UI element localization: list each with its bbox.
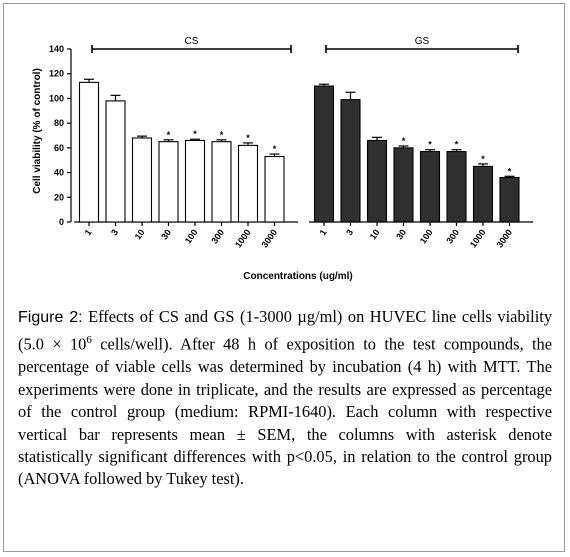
x-tick-label: 30 xyxy=(159,227,173,241)
y-tick-label: 140 xyxy=(49,44,64,54)
x-tick-label: 10 xyxy=(368,227,382,241)
group-label: CS xyxy=(185,36,199,47)
caption-text-1: Effects of CS and GS (1-3000 µg/ml) on H… xyxy=(18,307,553,354)
x-tick-label: 300 xyxy=(444,227,461,245)
x-tick-label: 30 xyxy=(394,227,408,241)
x-tick-label: 1 xyxy=(318,227,329,237)
bar xyxy=(264,155,285,223)
significance-asterisk: * xyxy=(508,166,512,176)
group-cs: CS 1 3 10 * 30 * 100 * 300 * 1000 * 3000 xyxy=(74,36,298,250)
bar xyxy=(313,85,335,223)
bar xyxy=(211,141,232,223)
y-tick-label: 40 xyxy=(54,168,64,178)
significance-asterisk: * xyxy=(481,154,485,164)
significance-asterisk: * xyxy=(428,140,432,150)
y-tick-label: 100 xyxy=(49,93,64,103)
bar xyxy=(105,100,126,223)
significance-asterisk: * xyxy=(455,140,459,150)
bar xyxy=(366,139,388,223)
significance-asterisk: * xyxy=(220,130,224,140)
x-tick-label: 100 xyxy=(183,227,200,245)
x-tick-label: 100 xyxy=(418,227,435,245)
caption-label: Figure 2: xyxy=(18,309,83,326)
bar xyxy=(237,144,259,223)
bar xyxy=(393,147,414,223)
x-tick-label: 3000 xyxy=(259,227,279,249)
caption-text-2: cells/well). After 48 h of exposition to… xyxy=(18,334,552,489)
y-tick-label: 120 xyxy=(49,69,64,79)
y-axis: 0 20 40 60 80 100 120 140 xyxy=(49,44,72,227)
x-tick-label: 3000 xyxy=(494,227,514,249)
significance-asterisk: * xyxy=(167,130,171,140)
bar xyxy=(184,139,206,223)
x-tick-label: 3 xyxy=(109,227,120,237)
x-tick-label: 1000 xyxy=(468,227,488,249)
bar xyxy=(78,81,100,223)
bar xyxy=(499,176,520,223)
significance-asterisk: * xyxy=(246,133,250,143)
bar xyxy=(340,99,361,223)
significance-asterisk: * xyxy=(273,144,277,154)
x-tick-label: 1 xyxy=(83,227,94,237)
x-axis-label: Concentrations (ug/ml) xyxy=(243,271,352,282)
caption-superscript: 6 xyxy=(86,334,92,347)
bar xyxy=(446,151,467,223)
significance-asterisk: * xyxy=(402,136,406,146)
y-tick-label: 20 xyxy=(54,192,64,202)
bar xyxy=(131,137,153,223)
y-axis-label: Cell viability (% of control) xyxy=(32,68,43,194)
x-tick-label: 1000 xyxy=(233,227,253,249)
x-tick-label: 3 xyxy=(344,227,355,237)
bar-groups: CS 1 3 10 * 30 * 100 * 300 * 1000 * 3000 GS 1 3 10 * 30 * 100… xyxy=(74,36,533,250)
y-tick-label: 60 xyxy=(54,143,64,153)
bar xyxy=(158,141,179,223)
x-tick-label: 300 xyxy=(209,227,226,245)
group-gs: GS 1 3 10 * 30 * 100 * 300 * 1000 * 3000 xyxy=(309,36,533,250)
bar xyxy=(472,165,494,223)
figure-caption: Figure 2: Effects of CS and GS (1-3000 µ… xyxy=(18,306,552,491)
group-label: GS xyxy=(415,36,430,47)
bar-chart: 0 20 40 60 80 100 120 140 Cell viability (% of … xyxy=(32,36,533,282)
x-tick-label: 10 xyxy=(133,227,147,241)
y-tick-label: 80 xyxy=(54,118,64,128)
bar xyxy=(419,151,441,223)
significance-asterisk: * xyxy=(193,129,197,139)
y-tick-label: 0 xyxy=(59,217,64,227)
